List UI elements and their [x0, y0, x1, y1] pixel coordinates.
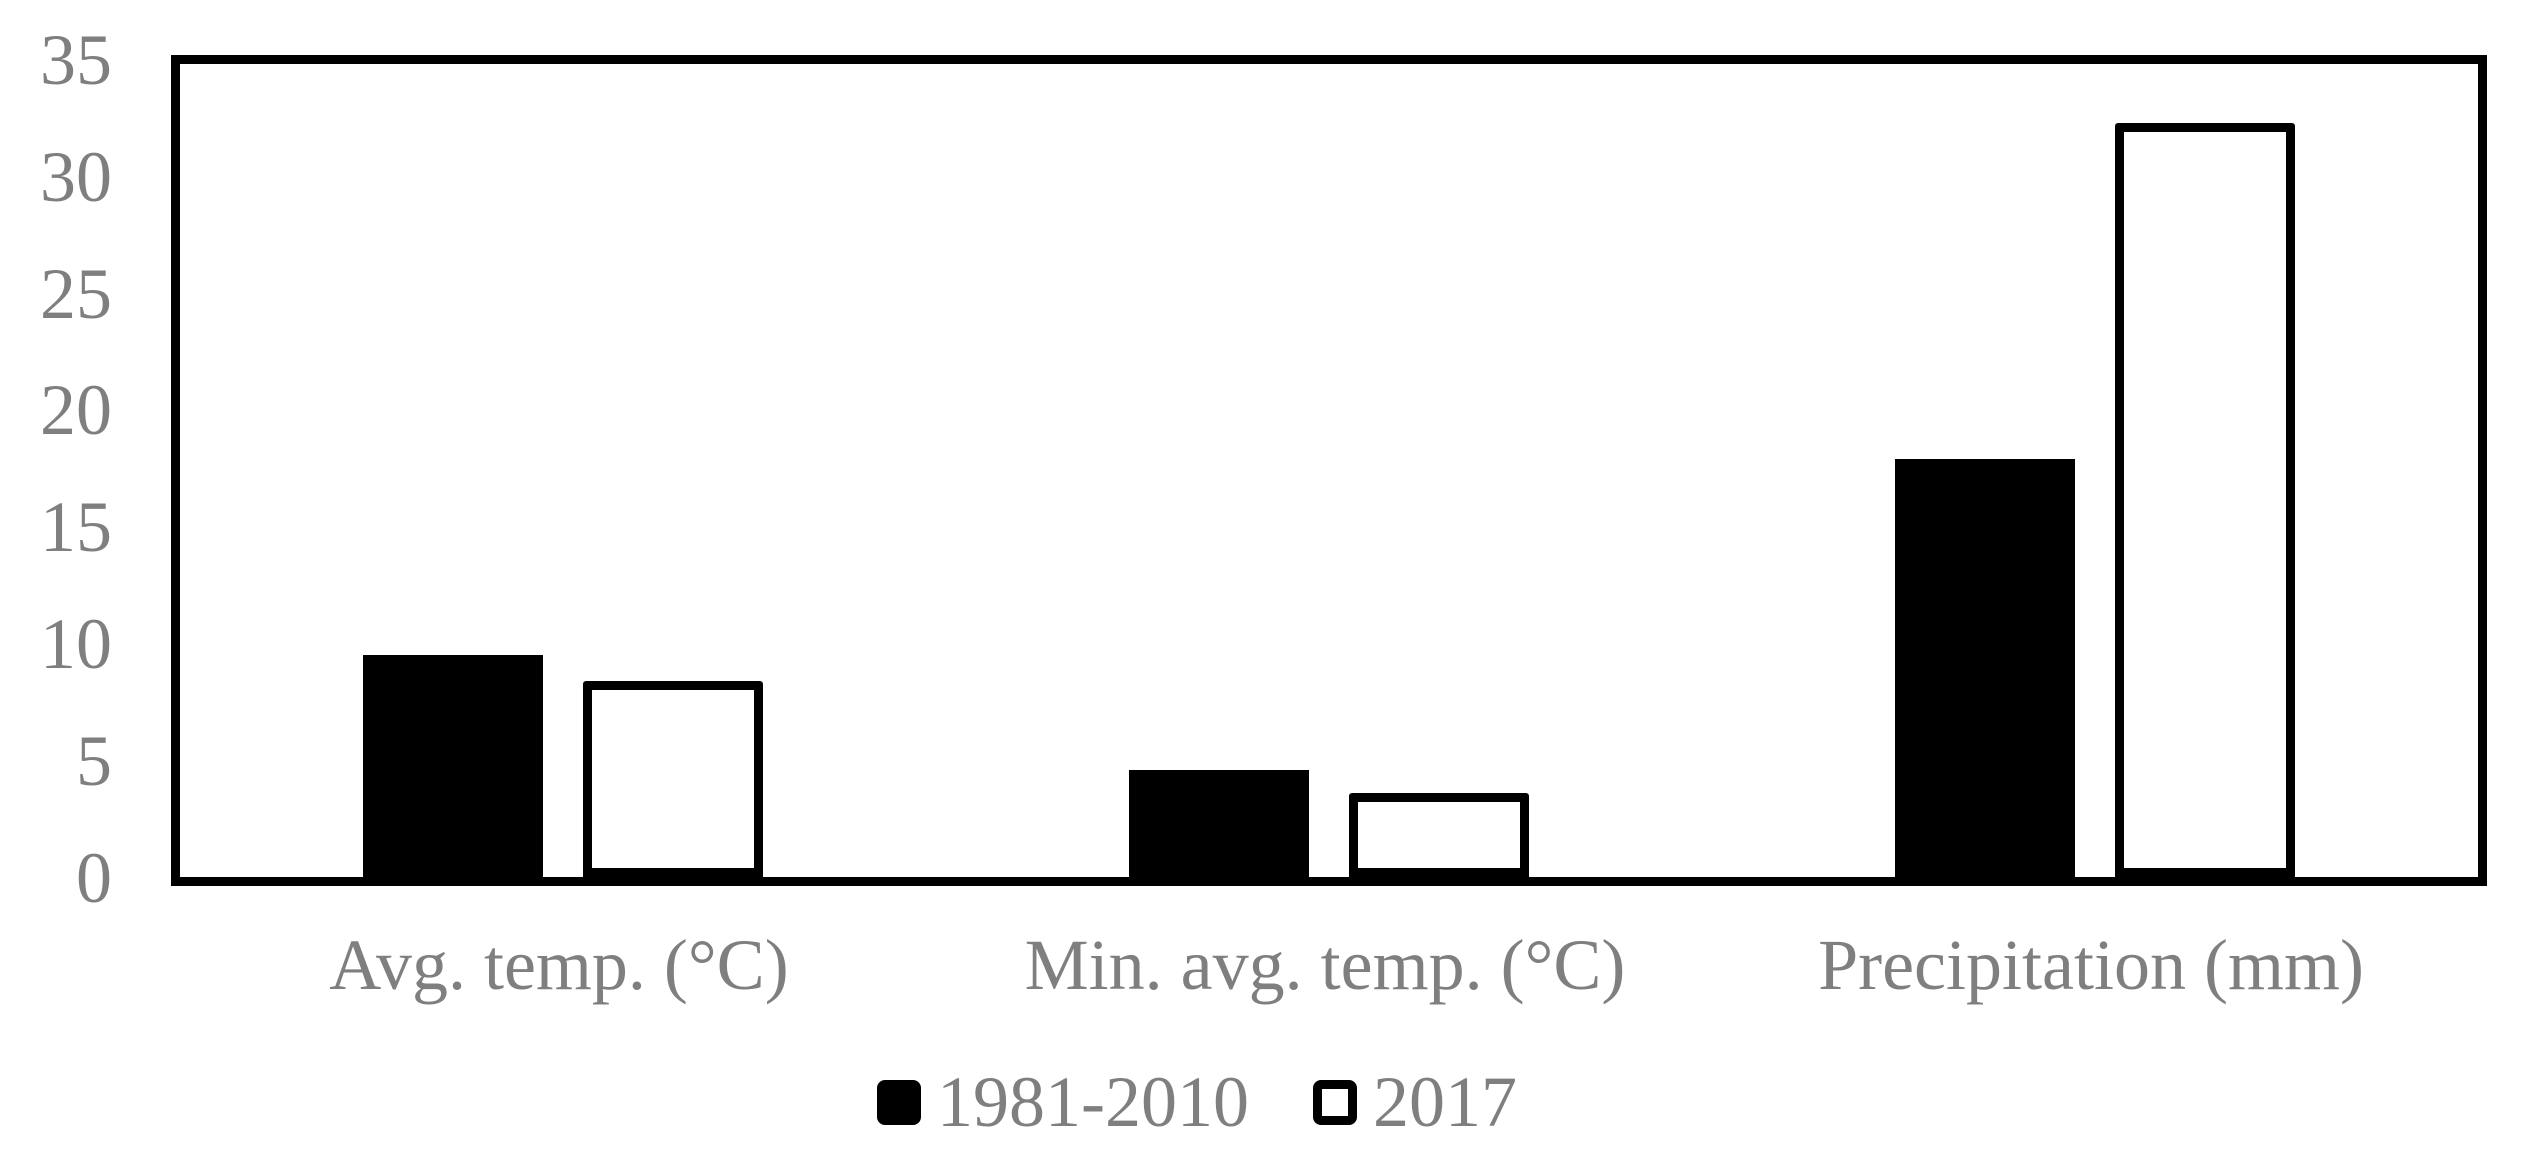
y-tick-label-0: 0 — [76, 837, 112, 918]
legend-label-1981-2010: 1981-2010 — [937, 1062, 1249, 1142]
y-tick-label-35: 35 — [40, 20, 112, 100]
y-tick-label-10: 10 — [40, 603, 112, 684]
bar-1981-2010-precipitation-mm — [1895, 458, 2075, 877]
legend-marker-1981-2010-icon — [877, 1079, 921, 1125]
legend-marker-2017-icon — [1312, 1079, 1357, 1125]
legend: 1981-2010 2017 — [877, 1066, 1517, 1138]
y-tick-label-30: 30 — [40, 136, 112, 217]
y-tick-label-15: 15 — [40, 487, 112, 568]
bar-2017-precipitation-mm — [2115, 122, 2295, 877]
bar-2017-avg-temp-c — [583, 680, 763, 877]
legend-item-2017: 2017 — [1312, 1062, 1517, 1142]
bar-1981-2010-avg-temp-c — [363, 655, 543, 877]
y-tick-label-5: 5 — [76, 720, 112, 801]
x-category-label-precipitation-mm: Precipitation (mm) — [1818, 925, 2364, 1005]
plot-area — [171, 55, 2487, 886]
bar-2017-min-avg-temp-c — [1349, 792, 1529, 877]
x-category-label-avg-temp-c: Avg. temp. (°C) — [329, 925, 789, 1005]
legend-item-1981-2010: 1981-2010 — [877, 1066, 1249, 1138]
y-tick-label-20: 20 — [40, 370, 112, 451]
y-tick-label-25: 25 — [40, 253, 112, 334]
bar-1981-2010-min-avg-temp-c — [1129, 769, 1309, 877]
x-category-label-min-avg-temp-c: Min. avg. temp. (°C) — [1024, 925, 1626, 1005]
legend-label-2017: 2017 — [1372, 1062, 1517, 1142]
